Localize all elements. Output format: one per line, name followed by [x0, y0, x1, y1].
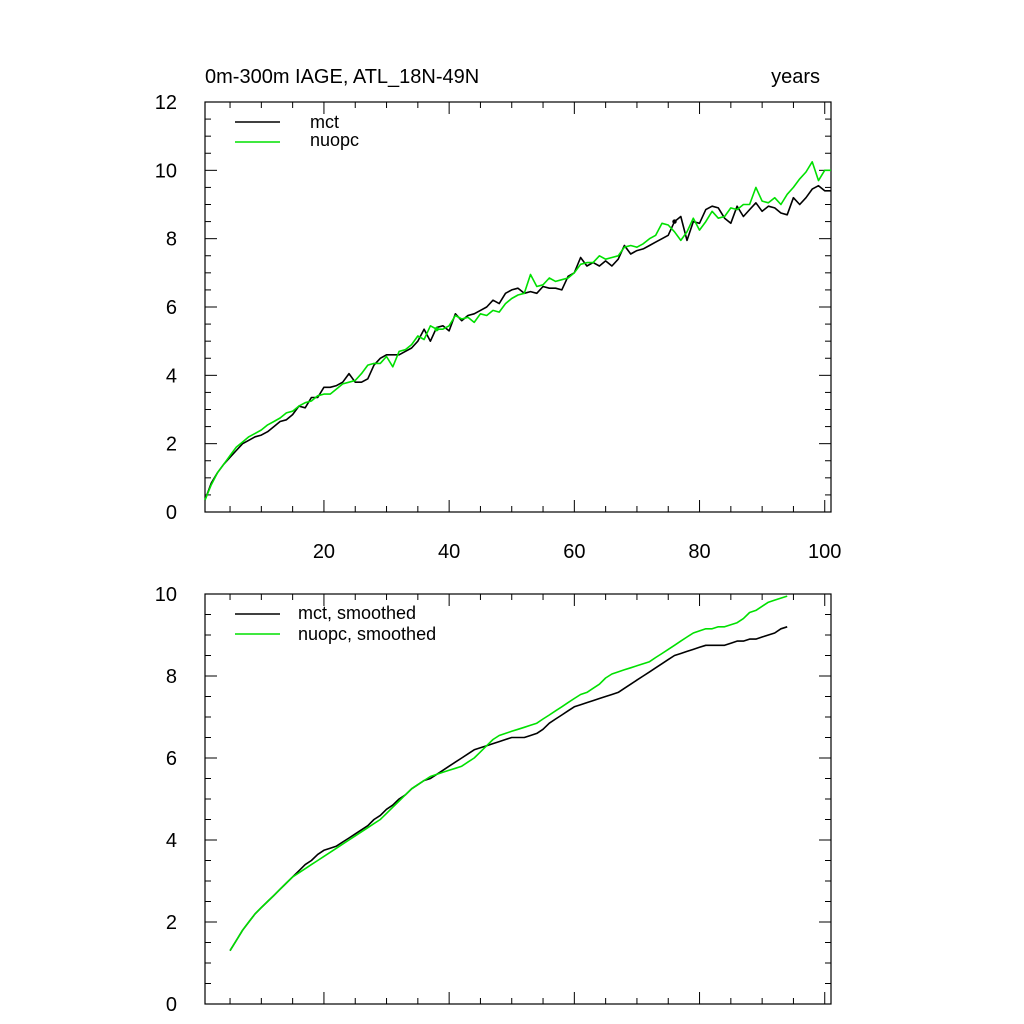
series-line-mct — [204, 184, 831, 501]
top-axis-ticks: 0 2 4 6 8 10 12 20 40 60 80 100 — [155, 92, 842, 563]
top-plot-frame — [204, 101, 832, 513]
y-tick-label: 2 — [166, 912, 177, 934]
y-tick-label: 8 — [166, 666, 177, 688]
y-tick-label: 4 — [166, 365, 177, 387]
top-panel: 0m-300m IAGE, ATL_18N-49N years 0 2 4 6 8 10 1… — [155, 66, 842, 563]
y-tick-label: 6 — [166, 748, 177, 770]
bottom-plot-frame — [204, 593, 832, 1005]
legend-mct-smoothed-label: mct, smoothed — [298, 603, 416, 623]
x-tick-label: 80 — [688, 541, 710, 563]
y-tick-label: 12 — [155, 92, 177, 114]
x-tick-label: 100 — [808, 541, 841, 563]
y-tick-label: 10 — [155, 584, 177, 606]
y-tick-label: 4 — [166, 830, 177, 852]
y-tick-label: 10 — [155, 160, 177, 182]
series-line-nuopc-smoothed — [229, 595, 788, 952]
y-tick-label: 0 — [166, 502, 177, 524]
series-marker-dot — [434, 327, 439, 332]
series-marker-dot — [672, 219, 677, 224]
y-tick-label: 2 — [166, 434, 177, 456]
top-chart-title: 0m-300m IAGE, ATL_18N-49N — [205, 66, 479, 88]
top-legend: mct nuopc — [235, 112, 359, 150]
legend-mct-label: mct — [310, 112, 339, 132]
bottom-axis-ticks: 0 2 4 6 8 10 — [155, 584, 831, 1016]
bottom-legend: mct, smoothed nuopc, smoothed — [235, 603, 436, 644]
y-tick-label: 8 — [166, 229, 177, 251]
legend-nuopc-smoothed-label: nuopc, smoothed — [298, 624, 436, 644]
x-tick-label: 20 — [313, 541, 335, 563]
y-tick-label: 0 — [166, 994, 177, 1016]
top-chart-units: years — [771, 66, 820, 88]
bottom-panel: 0 2 4 6 8 10 mct, smoothed nuopc, smoothed — [155, 584, 832, 1016]
series-line-nuopc — [204, 161, 831, 501]
top-series-group — [204, 161, 831, 501]
bottom-series-group — [229, 595, 788, 952]
y-tick-label: 6 — [166, 297, 177, 319]
series-line-mct-smoothed — [229, 626, 788, 952]
x-tick-label: 40 — [438, 541, 460, 563]
legend-nuopc-label: nuopc — [310, 130, 359, 150]
x-tick-label: 60 — [563, 541, 585, 563]
